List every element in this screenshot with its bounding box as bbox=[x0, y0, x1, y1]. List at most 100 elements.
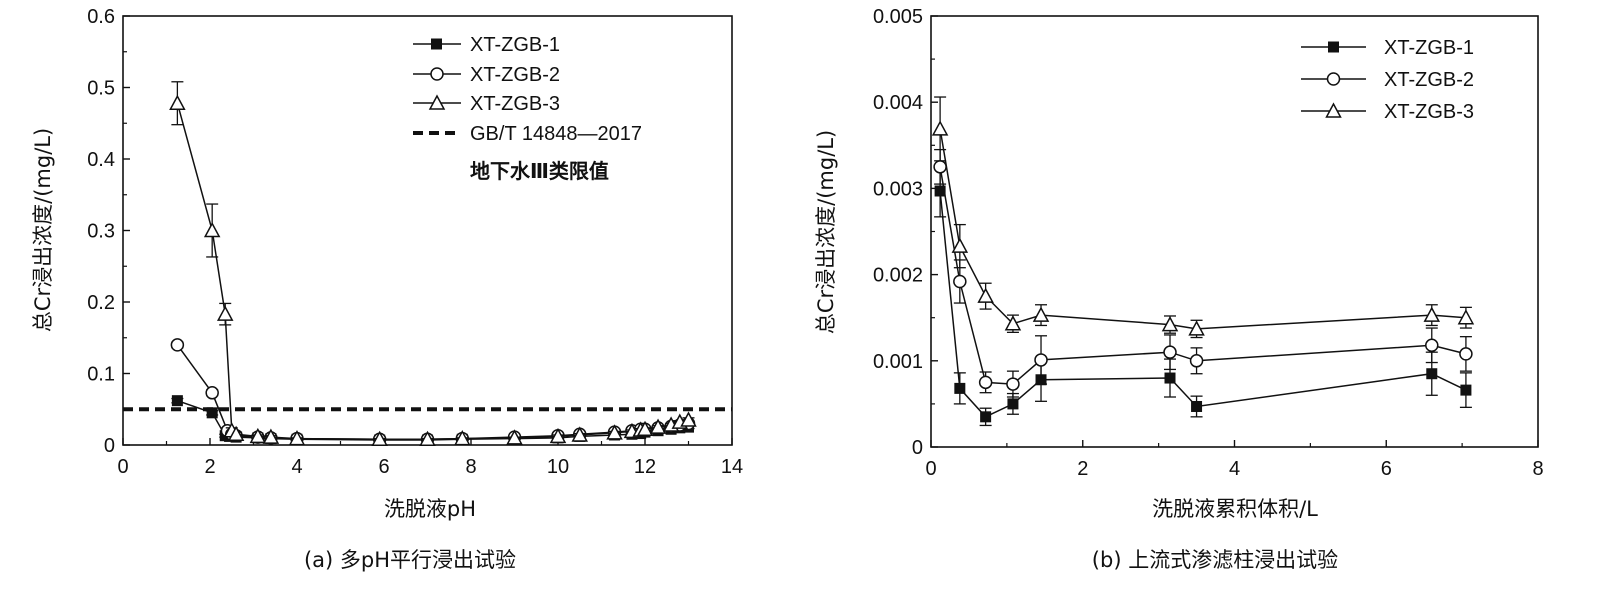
data-point-circle bbox=[1034, 353, 1048, 367]
y-axis-title-b: 总Cr浸出浓度/(mg/L) bbox=[814, 130, 838, 334]
data-point-triangle bbox=[454, 429, 471, 446]
series-line bbox=[176, 103, 689, 441]
y-tick-label: 0.4 bbox=[87, 149, 115, 171]
data-point-circle bbox=[1189, 354, 1204, 368]
y-tick-label: 0.5 bbox=[87, 78, 115, 100]
x-tick-label: 14 bbox=[721, 456, 743, 478]
y-tick-label: 0.1 bbox=[87, 364, 115, 386]
data-point-triangle bbox=[419, 430, 436, 447]
y-tick-label: 0 bbox=[104, 435, 115, 457]
data-point-triangle bbox=[680, 411, 697, 427]
legend-entry-reference: GB/T 14848—2017 地下水Ⅲ类限值 bbox=[413, 123, 642, 183]
data-point-square bbox=[1460, 384, 1472, 396]
data-point-square bbox=[980, 411, 992, 423]
data-point-triangle bbox=[1004, 315, 1022, 331]
data-point-triangle bbox=[249, 427, 267, 444]
series-group-a bbox=[169, 81, 697, 447]
y-tick-label: 0.3 bbox=[87, 221, 115, 243]
caption-b: (b) 上流式渗滤柱浸出试验 bbox=[1092, 548, 1338, 572]
legend-a: XT-ZGB-1 XT-ZGB-2 XT-ZGB-3 GB/T 14848—20… bbox=[413, 34, 642, 183]
x-tick-label: 12 bbox=[634, 456, 656, 478]
data-point-triangle bbox=[606, 424, 623, 440]
y-tick-label: 0.003 bbox=[873, 178, 923, 200]
data-point-square bbox=[1164, 372, 1176, 384]
legend-label-b-xt-zgb-1: XT-ZGB-1 bbox=[1384, 37, 1474, 59]
panel-b: 0 2 4 6 8 0 0.001 0.002 0.003 0.004 0.005 XT-ZGB-… bbox=[814, 6, 1544, 572]
legend-entry-xt-zgb-1: XT-ZGB-1 bbox=[413, 34, 560, 56]
data-point-circle bbox=[933, 160, 947, 174]
data-point-circle bbox=[953, 274, 967, 289]
x-tick-label: 2 bbox=[204, 456, 215, 478]
data-point-triangle bbox=[977, 287, 994, 303]
y-tick-label: 0.002 bbox=[873, 265, 923, 287]
data-point-triangle bbox=[169, 94, 186, 110]
y-tick-label: 0.6 bbox=[87, 6, 115, 28]
panel-a: 0 2 4 6 8 10 12 14 0 0.1 0.2 0.3 0.4 0.5 0.6 XT-ZGB-1… bbox=[31, 6, 743, 572]
series-line bbox=[939, 128, 1466, 330]
data-point-triangle bbox=[1161, 316, 1179, 332]
data-point-circle bbox=[1425, 338, 1439, 353]
data-point-triangle bbox=[216, 305, 234, 321]
data-point-square bbox=[1426, 368, 1438, 380]
x-axis-title-b: 洗脱液累积体积/L bbox=[1152, 497, 1318, 521]
data-point-triangle bbox=[571, 426, 589, 442]
data-point-square bbox=[954, 382, 966, 394]
y-tick-label: 0.001 bbox=[873, 351, 923, 373]
data-point-triangle bbox=[636, 420, 654, 437]
legend-entry-b-xt-zgb-3: XT-ZGB-3 bbox=[1301, 101, 1474, 123]
data-point-triangle bbox=[1188, 320, 1205, 336]
series-xt-zgb-3 bbox=[169, 81, 697, 447]
legend-b: XT-ZGB-1 XT-ZGB-2 XT-ZGB-3 bbox=[1301, 37, 1474, 123]
x-tick-label: 0 bbox=[117, 456, 128, 478]
y-ticks-b: 0 0.001 0.002 0.003 0.004 0.005 bbox=[873, 6, 938, 459]
x-tick-label: 8 bbox=[1532, 458, 1543, 480]
data-point-triangle bbox=[1423, 306, 1441, 322]
x-ticks-b: 0 2 4 6 8 bbox=[925, 440, 1544, 480]
y-ticks-a: 0 0.1 0.2 0.3 0.4 0.5 0.6 bbox=[87, 6, 130, 457]
legend-label-b-xt-zgb-3: XT-ZGB-3 bbox=[1384, 101, 1474, 123]
x-tick-label: 4 bbox=[291, 456, 302, 478]
legend-label-xt-zgb-3: XT-ZGB-3 bbox=[470, 93, 560, 115]
legend-entry-xt-zgb-2: XT-ZGB-2 bbox=[413, 64, 560, 86]
data-point-circle bbox=[1459, 347, 1473, 361]
series-line bbox=[176, 344, 689, 441]
data-point-circle bbox=[978, 375, 993, 390]
y-axis-title-a: 总Cr浸出浓度/(mg/L) bbox=[31, 128, 55, 332]
x-tick-label: 2 bbox=[1077, 458, 1088, 480]
legend-entry-xt-zgb-3: XT-ZGB-3 bbox=[413, 93, 560, 115]
data-point-square bbox=[1007, 398, 1019, 410]
legend-entry-b-xt-zgb-2: XT-ZGB-2 bbox=[1301, 69, 1474, 91]
x-tick-label: 10 bbox=[547, 456, 569, 478]
x-tick-label: 6 bbox=[1381, 458, 1392, 480]
data-point-square bbox=[934, 185, 946, 197]
x-tick-label: 4 bbox=[1229, 458, 1240, 480]
series-xt-zgb-2 bbox=[933, 148, 1473, 398]
legend-label-b-xt-zgb-2: XT-ZGB-2 bbox=[1384, 69, 1474, 91]
data-point-triangle bbox=[371, 430, 388, 447]
data-point-triangle bbox=[649, 418, 667, 434]
series-xt-zgb-3 bbox=[931, 96, 1475, 339]
data-point-circle bbox=[1006, 377, 1020, 391]
data-point-triangle bbox=[288, 429, 306, 446]
data-point-circle bbox=[1163, 345, 1177, 359]
legend-label-reference-note: 地下水Ⅲ类限值 bbox=[470, 159, 609, 183]
data-point-triangle bbox=[951, 237, 969, 253]
y-tick-label: 0 bbox=[912, 437, 923, 459]
legend-label-reference: GB/T 14848—2017 bbox=[470, 123, 642, 145]
legend-entry-b-xt-zgb-1: XT-ZGB-1 bbox=[1301, 37, 1474, 59]
data-point-square bbox=[206, 407, 218, 419]
data-point-triangle bbox=[1032, 306, 1050, 322]
x-axis-title-a: 洗脱液pH bbox=[384, 497, 476, 521]
x-ticks-a: 0 2 4 6 8 10 12 14 bbox=[117, 438, 743, 478]
data-point-square bbox=[171, 395, 183, 407]
data-point-triangle bbox=[1457, 309, 1475, 325]
data-point-triangle bbox=[203, 221, 221, 238]
data-point-triangle bbox=[506, 429, 523, 445]
y-tick-label: 0.005 bbox=[873, 6, 923, 28]
data-point-triangle bbox=[549, 427, 567, 444]
y-tick-label: 0.2 bbox=[87, 292, 115, 314]
x-tick-label: 0 bbox=[925, 458, 936, 480]
caption-a: (a) 多pH平行浸出试验 bbox=[304, 548, 516, 572]
legend-label-xt-zgb-1: XT-ZGB-1 bbox=[470, 34, 560, 56]
